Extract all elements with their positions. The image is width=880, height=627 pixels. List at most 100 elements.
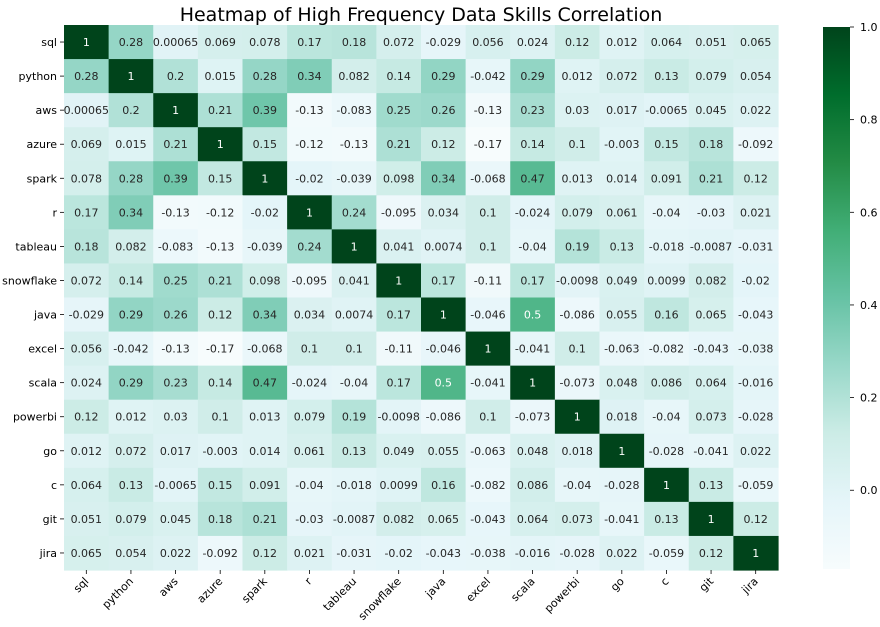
heatmap-cell: [644, 229, 690, 265]
heatmap-cell-label: 0.16: [654, 309, 679, 322]
heatmap-cell: [465, 467, 511, 503]
heatmap-cell: [644, 25, 690, 60]
colorbar-gradient: [823, 27, 850, 569]
heatmap-cell: [331, 467, 377, 503]
y-tick-label: r: [52, 206, 57, 219]
heatmap-cell-label: -0.043: [693, 343, 728, 356]
heatmap-cell: [421, 59, 467, 94]
heatmap-cell-label: 0.045: [695, 104, 727, 117]
heatmap-cell: [644, 93, 690, 128]
heatmap-cell-label: 0.19: [342, 411, 367, 424]
heatmap-cell: [644, 263, 690, 299]
heatmap-cell: [599, 161, 645, 196]
y-tick-label: c: [51, 479, 57, 492]
heatmap-cell-label: -0.059: [649, 547, 684, 560]
heatmap-cell-label: -0.024: [292, 377, 327, 390]
heatmap-cell: [733, 229, 779, 265]
heatmap-cell: [287, 331, 333, 367]
heatmap-cell-label: 0.28: [253, 70, 278, 83]
heatmap-cell-label: -0.02: [384, 547, 412, 560]
x-tick-label: sql: [71, 575, 91, 595]
heatmap-cell-label: 0.12: [565, 36, 590, 49]
heatmap-cell-label: -0.039: [336, 172, 371, 185]
heatmap-cell-label: 0.079: [294, 411, 326, 424]
heatmap-cell: [108, 535, 154, 571]
heatmap-cell-label: 0.056: [472, 36, 504, 49]
heatmap-cell-label: -0.046: [470, 309, 505, 322]
heatmap-cell-label: 0.079: [115, 513, 147, 526]
y-tick-label: git: [43, 513, 58, 526]
heatmap-cell: [733, 263, 779, 299]
heatmap-cell: [64, 59, 110, 94]
heatmap-cell: [242, 93, 288, 128]
heatmap-cell: [242, 331, 288, 367]
heatmap-cell-label: 0.28: [119, 36, 144, 49]
heatmap-cell-label: -0.03: [697, 206, 725, 219]
heatmap-cell-label: -0.02: [251, 206, 279, 219]
heatmap-cell: [64, 127, 110, 162]
heatmap-cell: [64, 433, 110, 469]
heatmap-cell-label: 0.1: [301, 343, 319, 356]
heatmap-cell-label: 0.29: [520, 70, 545, 83]
heatmap-cell: [465, 25, 511, 60]
heatmap-cell: [376, 127, 422, 162]
heatmap-cell: [64, 399, 110, 435]
heatmap-cell: [733, 161, 779, 196]
heatmap-cell-label: 0.014: [606, 172, 638, 185]
heatmap-cell: [465, 195, 511, 230]
colorbar: 0.0 0.2 0.4 0.6 0.8 1.0: [823, 21, 878, 569]
heatmap-cell-label: -0.041: [604, 513, 639, 526]
heatmap-cell: [465, 127, 511, 162]
heatmap-cell: [644, 365, 690, 401]
heatmap-cell: [376, 433, 422, 469]
heatmap-cell-label: 0.12: [253, 547, 278, 560]
heatmap-cell: [197, 297, 244, 333]
y-tick-label: jira: [39, 547, 57, 560]
heatmap-cell-label: -0.092: [738, 138, 773, 151]
heatmap-cell: [108, 127, 154, 162]
heatmap-cell-label: 0.47: [520, 172, 545, 185]
heatmap-cell-label: 0.049: [383, 445, 415, 458]
heatmap-cell: [153, 93, 199, 128]
heatmap-cell: [733, 331, 779, 367]
heatmap-cell: [331, 297, 377, 333]
heatmap-cell: [510, 535, 556, 571]
heatmap-cell-label: -0.028: [604, 479, 639, 492]
heatmap-cell: [599, 127, 645, 162]
heatmap-cell-label: 0.022: [740, 445, 772, 458]
heatmap-cell: [242, 297, 288, 333]
heatmap-cell: [644, 195, 690, 230]
heatmap-cell-label: 0.0099: [379, 479, 418, 492]
heatmap-cell: [376, 501, 422, 537]
heatmap-cell: [644, 501, 690, 537]
heatmap-cell: [331, 195, 377, 230]
heatmap-cell: [376, 59, 422, 94]
heatmap-cell: [688, 365, 734, 401]
heatmap-cell: [554, 365, 601, 401]
heatmap-cell: [510, 399, 556, 435]
heatmap-cell: [733, 467, 779, 503]
heatmap-cell-label: 0.021: [740, 206, 772, 219]
heatmap-cell-label: 1: [261, 172, 268, 185]
heatmap-cell: [465, 229, 511, 265]
heatmap-cell-label: -0.04: [652, 411, 680, 424]
heatmap-cell: [242, 501, 288, 537]
heatmap-cell-label: 0.069: [204, 36, 236, 49]
heatmap-cell-label: 0.072: [115, 445, 147, 458]
heatmap-cell-label: -0.086: [559, 309, 594, 322]
heatmap-cell: [465, 297, 511, 333]
heatmap-cell: [421, 93, 467, 128]
heatmap-cell: [108, 59, 154, 94]
heatmap-cell-label: 0.21: [386, 138, 411, 151]
heatmap-cell: [108, 161, 154, 196]
heatmap-cell-label: 0.079: [561, 206, 593, 219]
heatmap-cell: [331, 399, 377, 435]
heatmap-cell: [287, 467, 333, 503]
heatmap-cell-label: -0.17: [206, 343, 234, 356]
heatmap-cell-label: 0.1: [479, 206, 497, 219]
heatmap-cell: [644, 535, 690, 571]
heatmap-cell: [197, 229, 244, 265]
heatmap-cell: [197, 59, 244, 94]
heatmap-cell: [465, 263, 511, 299]
